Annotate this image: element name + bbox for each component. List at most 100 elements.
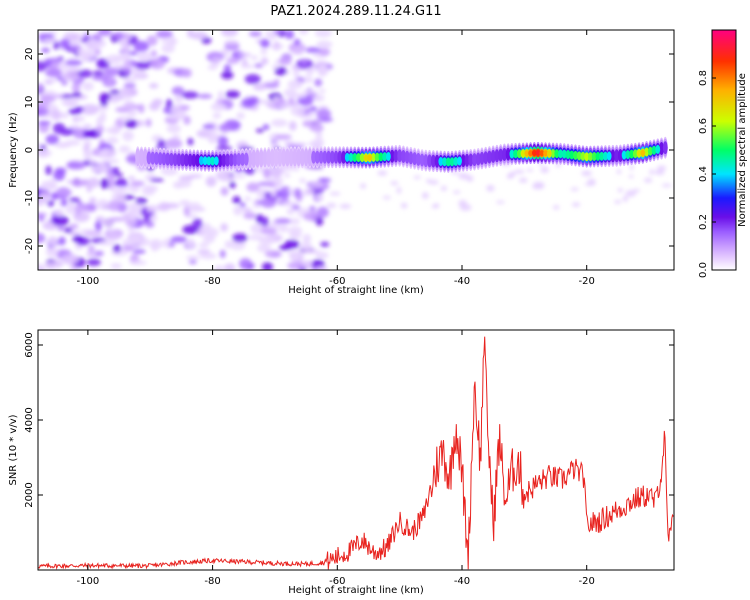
ridge-segment	[243, 152, 249, 166]
noise-blob	[179, 104, 190, 111]
ridge-segment	[322, 150, 328, 164]
noise-blob	[291, 47, 304, 55]
noise-blob	[84, 230, 103, 237]
noise-blob	[123, 82, 136, 89]
noise-blob	[42, 37, 60, 43]
noise-blob	[124, 119, 138, 129]
noise-blob	[186, 255, 201, 260]
noise-blob	[218, 123, 232, 132]
noise-blob	[53, 41, 60, 50]
noise-blob	[294, 188, 302, 199]
noise-blob	[532, 184, 544, 190]
ridge-segment	[341, 150, 346, 164]
noise-blob	[84, 39, 101, 50]
noise-blob	[632, 188, 641, 193]
noise-blob	[326, 202, 337, 209]
ridge-segment	[535, 149, 541, 156]
noise-blob	[287, 79, 303, 90]
ridge-segment	[546, 150, 552, 157]
noise-blob	[261, 262, 273, 270]
noise-blob	[233, 205, 243, 216]
ridge-segment	[172, 153, 178, 167]
noise-blob	[382, 195, 391, 200]
noise-blob	[299, 242, 313, 251]
noise-blob	[192, 218, 203, 229]
noise-blob	[186, 238, 196, 249]
noise-blob	[71, 92, 82, 98]
noise-blob	[61, 80, 68, 86]
ridge-segment	[359, 153, 365, 163]
noise-blob	[293, 69, 300, 78]
noise-blob	[137, 51, 152, 62]
noise-blob	[38, 122, 50, 134]
ridge-segment	[632, 149, 638, 159]
ridge-segment	[505, 147, 511, 161]
noise-blob	[198, 242, 210, 248]
ridge-segment	[386, 151, 391, 161]
noise-blob	[212, 112, 222, 119]
noise-blob	[38, 263, 45, 270]
noise-blob	[263, 167, 271, 179]
snr-panel: -100 -80 -60 -40 -20 2000 4000 6000 Height of …	[8, 329, 675, 596]
ridge-segment	[184, 153, 189, 167]
noise-blob	[291, 101, 299, 107]
noise-blob	[44, 261, 57, 270]
noise-blob	[149, 238, 163, 250]
ridge-segment	[558, 149, 563, 159]
noise-blob	[148, 102, 160, 111]
snr-x-ticks: -100 -80 -60 -40 -20	[77, 330, 595, 587]
colorbar-tick-label: 0.2	[698, 214, 709, 230]
ridge-segment	[202, 156, 208, 166]
noise-blob	[657, 165, 667, 171]
noise-blob	[77, 128, 85, 139]
noise-blob	[59, 38, 72, 50]
ridge-segment	[584, 152, 590, 162]
noise-blob	[108, 177, 116, 187]
noise-blob	[278, 244, 292, 251]
noise-blob	[220, 30, 239, 37]
spectrogram-x-ticks: -100 -80 -60 -40 -20	[77, 30, 595, 287]
noise-blob	[99, 163, 109, 174]
ridge-segment	[498, 148, 504, 162]
ridge-segment	[614, 149, 620, 163]
noise-blob	[270, 190, 277, 198]
spectrogram-noise-blobs	[38, 30, 672, 270]
noise-blob	[310, 181, 324, 188]
noise-blob	[128, 176, 135, 181]
y-tick-label: 10	[24, 96, 35, 109]
ridge-segment	[195, 153, 201, 167]
noise-blob	[308, 140, 324, 148]
ridge-segment	[266, 149, 272, 167]
ridge-segment	[408, 151, 414, 165]
ridge-segment	[524, 150, 530, 157]
ridge-segment	[502, 148, 507, 162]
noise-blob	[225, 90, 241, 99]
noise-blob	[308, 205, 316, 212]
noise-blob	[41, 47, 50, 53]
colorbar-tick-label: 0.8	[698, 70, 709, 86]
ridge-segment	[475, 152, 481, 166]
noise-blob	[217, 90, 224, 101]
ridge-segment	[240, 152, 245, 166]
noise-blob	[318, 48, 331, 56]
noise-blob	[111, 192, 126, 202]
ridge-segment	[591, 151, 597, 161]
noise-blob	[71, 82, 81, 93]
noise-blob	[425, 178, 432, 184]
noise-blob	[38, 102, 51, 108]
noise-blob	[163, 202, 180, 209]
ridge-segment	[198, 156, 204, 166]
ridge-segment	[303, 148, 309, 167]
noise-blob	[183, 115, 191, 125]
noise-blob	[315, 216, 324, 226]
noise-blob	[112, 244, 122, 253]
noise-blob	[614, 199, 622, 204]
noise-blob	[48, 57, 63, 64]
noise-blob	[78, 69, 93, 78]
ridge-segment	[580, 151, 586, 161]
noise-blob	[315, 251, 329, 259]
noise-blob	[111, 187, 129, 193]
noise-blob	[313, 94, 325, 102]
spectrogram-y-ticks: -20 -10 0 10 20	[24, 48, 674, 254]
noise-blob	[129, 260, 147, 266]
